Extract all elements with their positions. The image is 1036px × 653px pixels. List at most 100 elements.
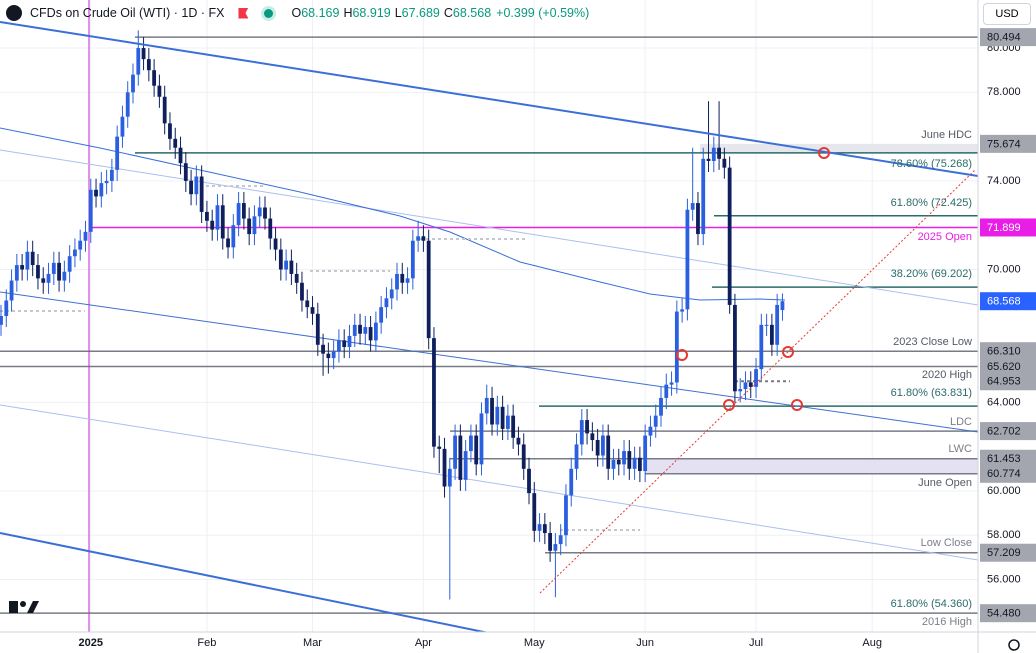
candle-body bbox=[205, 211, 209, 221]
market-status bbox=[264, 8, 274, 18]
candle-body bbox=[300, 282, 304, 301]
quote-key: H bbox=[343, 6, 353, 20]
price-label: 75.674 bbox=[987, 138, 1021, 150]
candle-body bbox=[738, 389, 743, 392]
candle-body bbox=[194, 176, 199, 195]
candle-body bbox=[748, 382, 753, 387]
channel-line bbox=[0, 532, 489, 632]
candle-body bbox=[484, 397, 489, 414]
price-label: 54.480 bbox=[987, 608, 1021, 620]
candle-body bbox=[289, 260, 294, 274]
candle-body bbox=[601, 435, 605, 456]
x-tick-label: Jul bbox=[749, 637, 763, 649]
candle-body bbox=[62, 271, 67, 281]
y-tick-label: 64.000 bbox=[987, 396, 1021, 408]
price-label: 65.620 bbox=[987, 361, 1021, 373]
candle-body bbox=[136, 48, 141, 75]
candle-body bbox=[125, 92, 130, 117]
moving-average bbox=[0, 127, 786, 301]
x-tick-label: May bbox=[524, 637, 545, 649]
candle-body bbox=[99, 183, 104, 197]
candle-body bbox=[358, 324, 362, 334]
candle-body bbox=[426, 240, 431, 339]
candle-body bbox=[527, 468, 531, 494]
flag-button[interactable] bbox=[238, 7, 249, 19]
price-label: 61.453 bbox=[987, 453, 1021, 465]
currency-button[interactable]: USD bbox=[983, 3, 1031, 25]
y-tick-label: 60.000 bbox=[987, 485, 1021, 497]
y-tick-label: 70.000 bbox=[987, 263, 1021, 275]
candle-body bbox=[109, 169, 114, 181]
candle-body bbox=[490, 397, 494, 425]
candle-body bbox=[310, 307, 315, 314]
channel-line bbox=[0, 404, 978, 561]
candle-body bbox=[189, 180, 193, 195]
quote-value: 68.919 bbox=[352, 6, 391, 20]
candle-body bbox=[511, 415, 516, 438]
price-label-box bbox=[980, 28, 1036, 47]
annotation: June HDC bbox=[921, 129, 972, 141]
candle-body bbox=[564, 495, 568, 536]
candle-body bbox=[157, 85, 162, 97]
candle-body bbox=[305, 300, 310, 308]
candle-body bbox=[51, 262, 56, 274]
price-label-box bbox=[980, 464, 1036, 483]
price-label: 62.702 bbox=[987, 426, 1021, 438]
candle-body bbox=[410, 240, 415, 279]
candle-body bbox=[146, 59, 151, 71]
candle-body bbox=[342, 340, 347, 348]
candle-body bbox=[315, 313, 320, 345]
y-tick-label: 58.000 bbox=[987, 529, 1021, 541]
price-label-box bbox=[980, 449, 1036, 468]
candle-body bbox=[680, 309, 685, 312]
candle-body bbox=[247, 218, 252, 235]
candle-body bbox=[432, 338, 436, 447]
price-label: 71.899 bbox=[987, 222, 1021, 234]
price-label-box bbox=[980, 342, 1036, 361]
candle-body bbox=[669, 382, 674, 385]
channel-line bbox=[0, 21, 978, 177]
candle-body bbox=[416, 236, 421, 241]
candle-body bbox=[542, 524, 547, 534]
candle-body bbox=[769, 324, 774, 345]
candle-body bbox=[337, 340, 341, 352]
candle-body bbox=[717, 147, 721, 159]
candle-body bbox=[331, 351, 336, 359]
settings-button[interactable] bbox=[1008, 639, 1020, 651]
candle-body bbox=[585, 420, 589, 434]
price-label: 60.774 bbox=[987, 468, 1021, 480]
trend-line bbox=[539, 169, 976, 594]
candle-body bbox=[421, 236, 426, 241]
candle-body bbox=[775, 304, 780, 345]
candle-body bbox=[574, 444, 579, 469]
annotation: Low Close bbox=[921, 537, 972, 549]
candle-body bbox=[733, 304, 737, 392]
candle-body bbox=[727, 167, 732, 305]
candle-body bbox=[479, 413, 484, 465]
price-label-box bbox=[980, 357, 1036, 376]
quote-key: L bbox=[394, 6, 402, 20]
channel-line bbox=[0, 149, 978, 306]
zone bbox=[700, 143, 978, 153]
candle-body bbox=[569, 468, 574, 496]
x-tick-label: Feb bbox=[197, 637, 216, 649]
candle-body bbox=[0, 316, 3, 325]
candle-body bbox=[701, 158, 706, 235]
candle-body bbox=[648, 426, 653, 436]
candle-body bbox=[611, 459, 616, 469]
quote-value: 68.568 bbox=[452, 6, 492, 20]
candle-body bbox=[453, 435, 457, 469]
candle-body bbox=[632, 457, 637, 469]
quote-value: 68.169 bbox=[301, 6, 340, 20]
candle-body bbox=[115, 136, 120, 170]
annotation: LWC bbox=[948, 443, 972, 455]
candle-body bbox=[220, 205, 225, 239]
annotation: 38.20% (69.202) bbox=[891, 268, 972, 280]
candle-body bbox=[25, 251, 30, 270]
candle-body bbox=[294, 273, 299, 283]
candle-body bbox=[9, 280, 14, 301]
x-tick-label: Apr bbox=[415, 637, 432, 649]
annotation: June Open bbox=[918, 477, 972, 489]
candle-body bbox=[268, 218, 273, 239]
